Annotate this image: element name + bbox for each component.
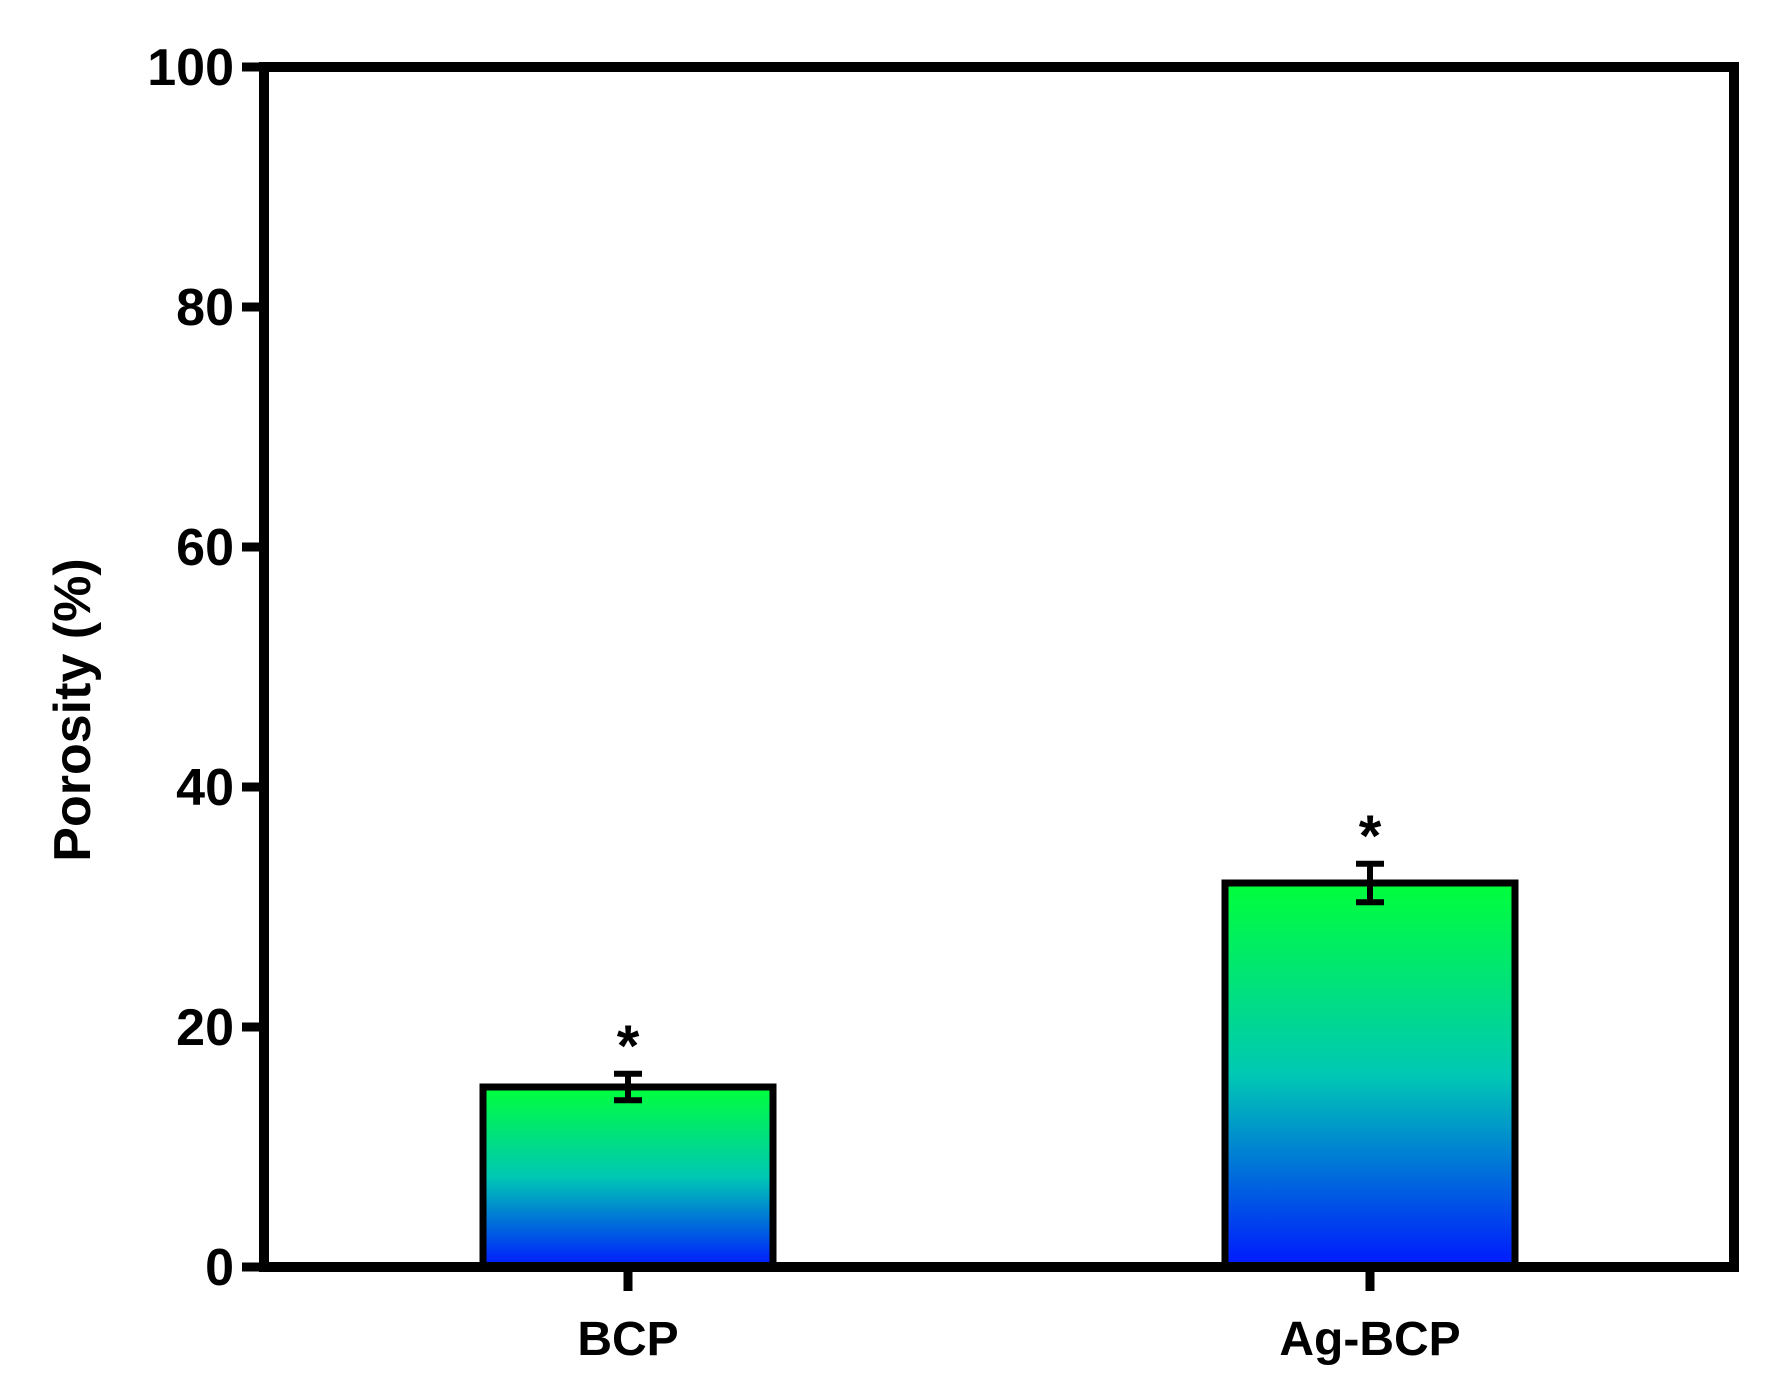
- y-tick-label: 80: [176, 279, 234, 337]
- error-bars: [614, 860, 1384, 1104]
- bars: [479, 879, 1519, 1271]
- plot-frame: [259, 62, 1739, 1272]
- significance-asterisk: *: [1359, 804, 1382, 869]
- y-tick-label: 60: [176, 519, 234, 577]
- x-axis-categories: BCP Ag-BCP: [577, 1267, 1461, 1366]
- bar-bcp: [479, 1083, 777, 1271]
- significance-marks: **: [617, 804, 1382, 1079]
- y-axis-ticks: 0 20 40 60 80 100: [147, 39, 264, 1297]
- y-axis-label: Porosity (%): [44, 558, 102, 861]
- y-tick-label: 0: [205, 1239, 234, 1297]
- y-tick-label: 20: [176, 999, 234, 1057]
- x-category-label: Ag-BCP: [1279, 1313, 1460, 1366]
- y-tick-label: 100: [147, 39, 234, 97]
- bar-ag-bcp: [1221, 879, 1519, 1271]
- y-tick-label: 40: [176, 759, 234, 817]
- significance-asterisk: *: [617, 1014, 640, 1079]
- x-category-label: BCP: [577, 1313, 678, 1366]
